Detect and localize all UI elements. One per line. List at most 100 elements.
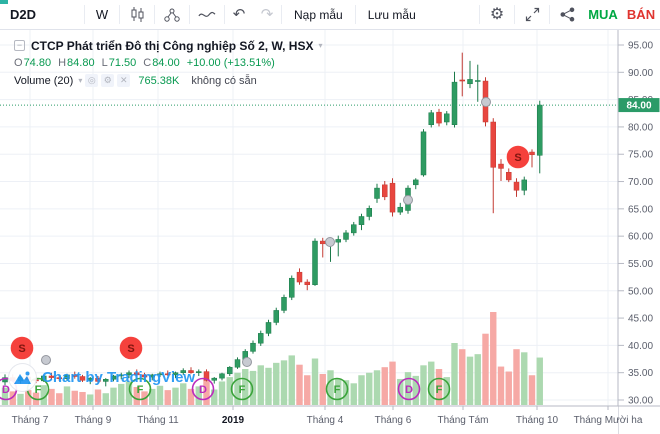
chart-pane[interactable]: SSSDDDFFFFF95.0090.0085.0080.0075.0070.0… [0, 30, 660, 434]
time-tick-label: Tháng 11 [137, 415, 179, 426]
volume-bar [296, 364, 303, 405]
load-template-button[interactable]: Nạp mẫu [294, 7, 343, 22]
chart-title[interactable]: CTCP Phát triển Đô thị Công nghiệp Số 2,… [31, 38, 314, 53]
time-tick-label: Tháng 4 [307, 415, 344, 426]
undo-icon: ↶ [232, 6, 246, 23]
event-dot-marker [481, 97, 491, 107]
fullscreen-button[interactable] [515, 0, 549, 29]
toolbar-separator [84, 5, 85, 24]
volume-bar [265, 367, 272, 405]
candle-body [436, 111, 442, 124]
chart-markers[interactable]: S S S D D D F F F F F [0, 97, 530, 401]
price-axis[interactable]: 95.0090.0085.0080.0075.0070.0065.0060.00… [617, 30, 660, 434]
volume-bar [118, 383, 125, 405]
event-dot-marker [41, 355, 51, 365]
candlestick-style-button[interactable] [120, 0, 154, 29]
sell-button[interactable]: BÁN [626, 7, 656, 22]
volume-bar [1, 387, 9, 405]
volume-bar [79, 391, 86, 405]
high-value: 84.80 [67, 56, 95, 69]
volume-bar [71, 390, 78, 405]
volume-bar [102, 393, 109, 405]
collapse-icon[interactable]: − [14, 40, 25, 51]
tradingview-attribution[interactable]: Chart by TradingView [9, 364, 195, 391]
volume-bar [327, 370, 334, 405]
interval-button[interactable]: W [95, 7, 109, 22]
volume-bar [234, 372, 241, 405]
toolbar-separator [479, 5, 480, 24]
candle-body [498, 163, 504, 169]
volume-bar [536, 357, 543, 405]
volume-bar [428, 361, 435, 405]
volume-bar [9, 391, 16, 405]
candlestick-style-icon [131, 7, 143, 22]
volume-bar [172, 387, 179, 405]
volume-bar [521, 352, 528, 405]
time-axis[interactable]: Tháng 7 Tháng 9 Tháng 11 2019 Tháng 4 Tháng 6… [0, 405, 660, 434]
volume-bar [288, 355, 295, 405]
candle-body [358, 216, 365, 225]
share-icon [560, 7, 574, 22]
candle-body [296, 271, 303, 283]
volume-bar [350, 383, 357, 405]
time-tick-label: Tháng Mười ha [574, 415, 643, 426]
gear-icon[interactable]: ⚙ [101, 74, 115, 87]
symbol-search-button[interactable]: D2D [10, 7, 37, 22]
svg-text:S: S [18, 343, 25, 355]
volume-bar [497, 366, 505, 405]
candle-body [444, 113, 450, 123]
candle-body [459, 79, 465, 82]
candle-body [320, 240, 326, 245]
svg-text:F: F [239, 384, 246, 396]
toolbar-spacer [428, 0, 479, 29]
toolbar-separator [119, 5, 120, 24]
candle-body [79, 376, 86, 381]
corner-accent [0, 0, 8, 4]
last-price-label: 84.00 [626, 101, 651, 112]
buy-button[interactable]: MUA [588, 7, 618, 22]
volume-bar [180, 383, 187, 405]
eye-icon[interactable]: ◎ [85, 74, 99, 87]
volume-bar [443, 377, 450, 405]
candle-body [475, 80, 481, 82]
indicator-line-button[interactable] [190, 0, 224, 29]
volume-bar [404, 372, 412, 405]
F-marker [427, 377, 451, 401]
redo-button[interactable]: ↷ [253, 0, 281, 29]
instrument-row[interactable]: − CTCP Phát triển Đô thị Công nghiệp Số … [14, 37, 322, 54]
top-toolbar: D2D W [0, 0, 660, 30]
price-tick-label: 95.00 [628, 41, 653, 52]
save-template-button[interactable]: Lưu mẫu [367, 7, 416, 22]
price-tick-label: 40.00 [628, 341, 653, 352]
volume-bar [63, 386, 71, 405]
share-button[interactable] [550, 0, 584, 29]
ohlc-row: O 74.80 H 84.80 L 71.50 C 84.00 +10.00 (… [14, 54, 322, 71]
volume-indicator-label[interactable]: Volume (20) [14, 74, 74, 87]
volume-bar [17, 393, 24, 405]
toolbar-separator [354, 5, 356, 24]
compare-button[interactable] [155, 0, 189, 29]
volume-bar [110, 387, 117, 405]
candle-body [537, 104, 543, 156]
candle-body [521, 179, 527, 191]
toolbar-separator [514, 5, 515, 24]
settings-button[interactable]: ⚙ [480, 0, 514, 29]
volume-bar [195, 386, 202, 405]
candle-body [374, 187, 380, 199]
candle-body [467, 79, 473, 85]
candle-body [188, 370, 194, 373]
volume-ma-note: không có sẵn [191, 74, 257, 87]
close-icon[interactable]: ✕ [117, 74, 131, 87]
candle-body [134, 372, 140, 376]
candle-body [343, 232, 349, 240]
F-marker [325, 377, 349, 401]
undo-button[interactable]: ↶ [225, 0, 253, 29]
svg-text:F: F [35, 384, 42, 396]
event-dot-marker [242, 357, 252, 367]
price-tick-label: 75.00 [628, 150, 653, 161]
candle-body [289, 277, 295, 298]
volume-bar [187, 388, 195, 405]
price-tick-label: 35.00 [628, 368, 653, 379]
candle-body [389, 182, 396, 213]
candle-body [490, 121, 496, 168]
